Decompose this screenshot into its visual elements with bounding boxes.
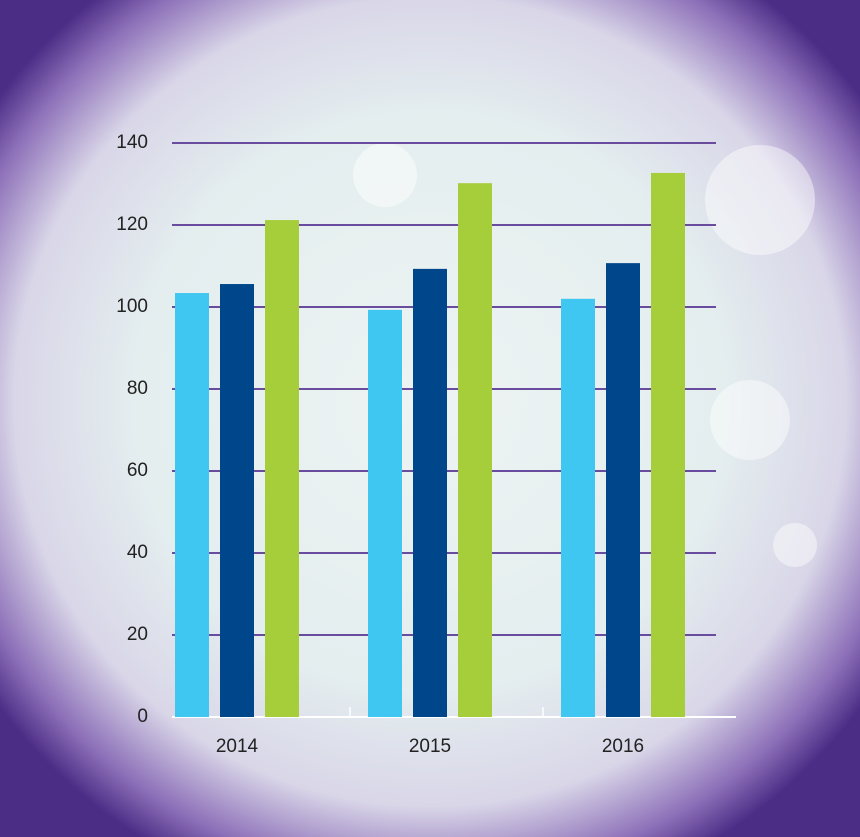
y-tick-label: 0	[137, 706, 148, 727]
bar	[265, 220, 299, 717]
y-tick-label: 60	[127, 460, 148, 481]
y-tick-label: 20	[127, 624, 148, 645]
bar	[561, 298, 595, 717]
bar	[413, 268, 447, 717]
x-tick-label: 2016	[602, 736, 644, 757]
bar	[175, 293, 209, 717]
y-tick-label: 40	[127, 542, 148, 563]
bar	[368, 309, 402, 717]
x-tick-label: 2015	[409, 736, 451, 757]
y-tick-label: 140	[116, 132, 148, 153]
bar	[458, 183, 492, 717]
bar	[220, 284, 254, 717]
y-tick-label: 80	[127, 378, 148, 399]
x-tick-label: 2014	[216, 736, 259, 757]
gear-decoration	[353, 143, 817, 567]
bar	[606, 263, 640, 717]
y-tick-label: 120	[116, 214, 148, 235]
y-tick-label: 100	[116, 296, 148, 317]
bar	[651, 172, 685, 717]
